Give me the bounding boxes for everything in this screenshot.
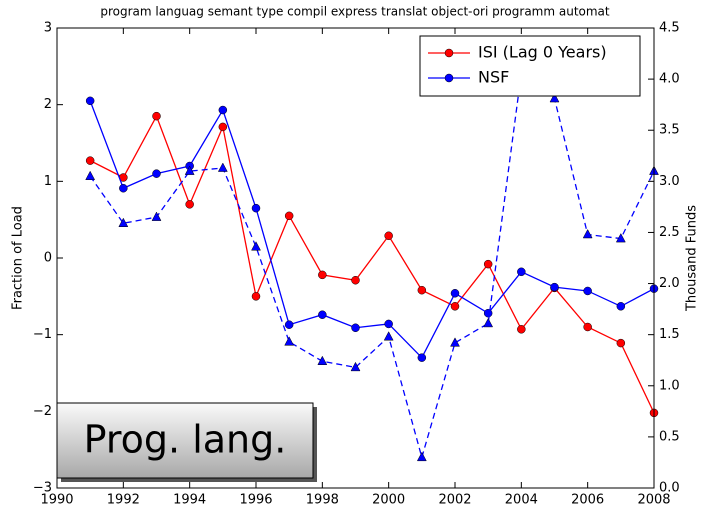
- y-axis-label: Fraction of Load: [11, 206, 26, 310]
- y2-tick-label: 1.0: [659, 378, 680, 393]
- marker: [119, 183, 128, 193]
- marker: [384, 319, 393, 329]
- marker: [583, 286, 592, 296]
- legend-label: ISI (Lag 0 Years): [478, 43, 607, 62]
- marker: [251, 203, 261, 213]
- y-tick-label: 1: [44, 174, 52, 189]
- marker: [217, 162, 228, 172]
- y2-tick-label: 2.5: [659, 225, 680, 240]
- x-tick-label: 1992: [107, 493, 140, 508]
- marker: [318, 270, 327, 280]
- marker: [549, 92, 560, 103]
- series-line: [89, 100, 655, 359]
- marker: [550, 282, 559, 292]
- marker: [450, 289, 460, 298]
- marker: [417, 353, 427, 362]
- marker: [450, 337, 460, 347]
- plot-frame: [56, 27, 655, 489]
- marker: [351, 275, 360, 285]
- x-tick-label: 1990: [40, 493, 73, 508]
- marker: [384, 231, 393, 241]
- y2-tick-label: 0.0: [659, 481, 680, 496]
- y-tick-label: 3: [44, 21, 52, 36]
- marker: [615, 233, 626, 243]
- legend-box: [419, 35, 641, 97]
- marker: [582, 228, 593, 239]
- annotation-box: [56, 402, 314, 479]
- marker: [483, 317, 494, 328]
- chart-title: program languag semant type compil expre…: [100, 5, 610, 19]
- marker: [383, 331, 394, 341]
- y2-axis-label: Thousand Funds: [685, 205, 700, 312]
- marker: [417, 285, 427, 295]
- x-tick-label: 2004: [505, 493, 538, 508]
- y-tick-label: 2: [44, 97, 52, 112]
- y2-tick-label: 0.5: [659, 429, 680, 444]
- marker: [118, 217, 129, 227]
- marker: [483, 308, 493, 318]
- legend-label: NSF: [478, 68, 509, 87]
- marker: [152, 169, 161, 178]
- marker: [85, 156, 95, 165]
- x-tick-label: 2000: [372, 493, 405, 508]
- marker: [85, 96, 95, 106]
- marker: [284, 336, 295, 346]
- marker: [351, 323, 360, 333]
- marker: [151, 211, 162, 221]
- y2-tick-label: 2.0: [659, 276, 680, 291]
- series-line: [89, 114, 655, 414]
- y2-tick-label: 3.5: [659, 123, 680, 138]
- marker: [416, 451, 427, 462]
- marker: [583, 322, 592, 332]
- marker: [251, 292, 261, 301]
- marker: [318, 310, 327, 319]
- marker: [317, 355, 328, 365]
- y2-tick-label: 4.0: [659, 72, 680, 87]
- y-tick-label: 0: [44, 251, 52, 266]
- legend-marker: [444, 48, 454, 58]
- marker: [85, 170, 96, 180]
- x-tick-label: 1998: [306, 493, 339, 508]
- marker: [251, 241, 261, 251]
- x-tick-label: 1994: [173, 493, 206, 508]
- marker: [616, 338, 626, 348]
- marker: [517, 267, 526, 277]
- y2-tick-label: 1.5: [659, 327, 680, 342]
- y-tick-label: −1: [33, 327, 52, 342]
- marker: [284, 211, 294, 221]
- x-tick-label: 2006: [571, 493, 604, 508]
- marker: [185, 200, 194, 209]
- marker: [218, 105, 228, 115]
- y2-tick-label: 3.0: [659, 174, 680, 189]
- marker: [184, 165, 195, 175]
- series-line: [89, 71, 655, 460]
- annotation: Prog. lang.: [84, 418, 287, 462]
- y-tick-label: −3: [33, 481, 52, 496]
- marker: [284, 320, 294, 329]
- marker: [450, 302, 460, 311]
- y2-tick-label: 4.5: [659, 21, 680, 36]
- marker: [483, 259, 493, 269]
- x-tick-label: 1996: [239, 493, 272, 508]
- marker: [152, 111, 161, 121]
- x-tick-label: 2008: [637, 493, 670, 508]
- x-tick-label: 2002: [438, 493, 471, 508]
- marker: [517, 325, 526, 334]
- marker: [218, 122, 228, 132]
- marker: [350, 361, 361, 372]
- y-tick-label: −2: [33, 404, 52, 419]
- legend-marker: [444, 73, 454, 83]
- marker: [616, 302, 626, 311]
